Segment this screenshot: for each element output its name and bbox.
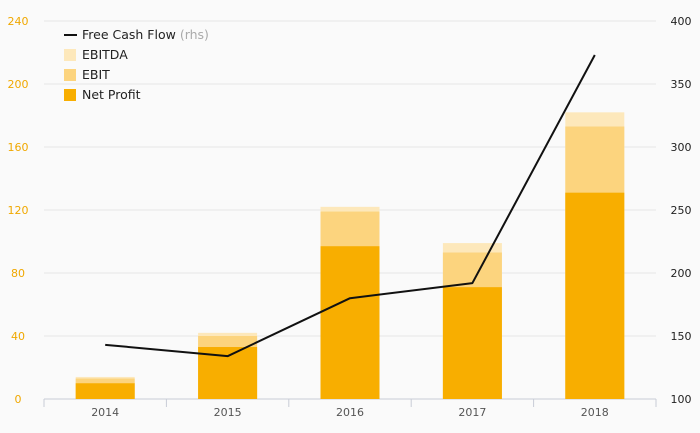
legend-label-suffix: (rhs) [176,27,209,42]
right-tick-label: 300 [671,141,692,154]
left-tick-label: 160 [8,141,29,154]
bar-net-profit[interactable] [320,246,380,399]
legend-item-ebit[interactable]: EBIT [64,67,110,82]
legend-item-free-cash-flow[interactable]: Free Cash Flow (rhs) [64,27,209,42]
left-tick-label: 80 [11,267,25,280]
x-tick-label: 2014 [91,406,119,419]
left-tick-label: 240 [8,15,29,28]
legend-square-swatch [64,89,76,101]
x-tick-label: 2018 [581,406,609,419]
line-free-cash-flow[interactable] [105,54,596,358]
x-tick-label: 2015 [214,406,242,419]
legend-square-swatch [64,49,76,61]
legend-label: Free Cash Flow (rhs) [82,27,209,42]
left-tick-label: 200 [8,78,29,91]
right-tick-label: 200 [671,267,692,280]
right-tick-label: 150 [671,330,692,343]
legend-item-net-profit[interactable]: Net Profit [64,87,141,102]
left-tick-label: 0 [15,393,22,406]
bar-net-profit[interactable] [565,192,625,399]
legend-square-swatch [64,69,76,81]
axes: 0 40 80 120 160 200 240 100 150 200 250 300 350 400 20… [8,15,692,419]
legend-label: EBITDA [82,47,128,62]
right-tick-label: 100 [671,393,692,406]
right-tick-label: 400 [671,15,692,28]
bar-net-profit[interactable] [442,287,502,399]
legend-label: EBIT [82,67,110,82]
left-tick-label: 120 [8,204,29,217]
x-tick-label: 2017 [458,406,486,419]
legend-item-ebitda[interactable]: EBITDA [64,47,128,62]
right-tick-label: 350 [671,78,692,91]
right-tick-label: 250 [671,204,692,217]
x-tick-label: 2016 [336,406,364,419]
legend[interactable]: Free Cash Flow (rhs) EBITDA EBIT Net Profit [64,27,209,102]
legend-label: Net Profit [82,87,141,102]
bar-net-profit[interactable] [75,383,135,399]
fcf-line [105,54,596,358]
bars [75,112,625,400]
left-tick-label: 40 [11,330,25,343]
